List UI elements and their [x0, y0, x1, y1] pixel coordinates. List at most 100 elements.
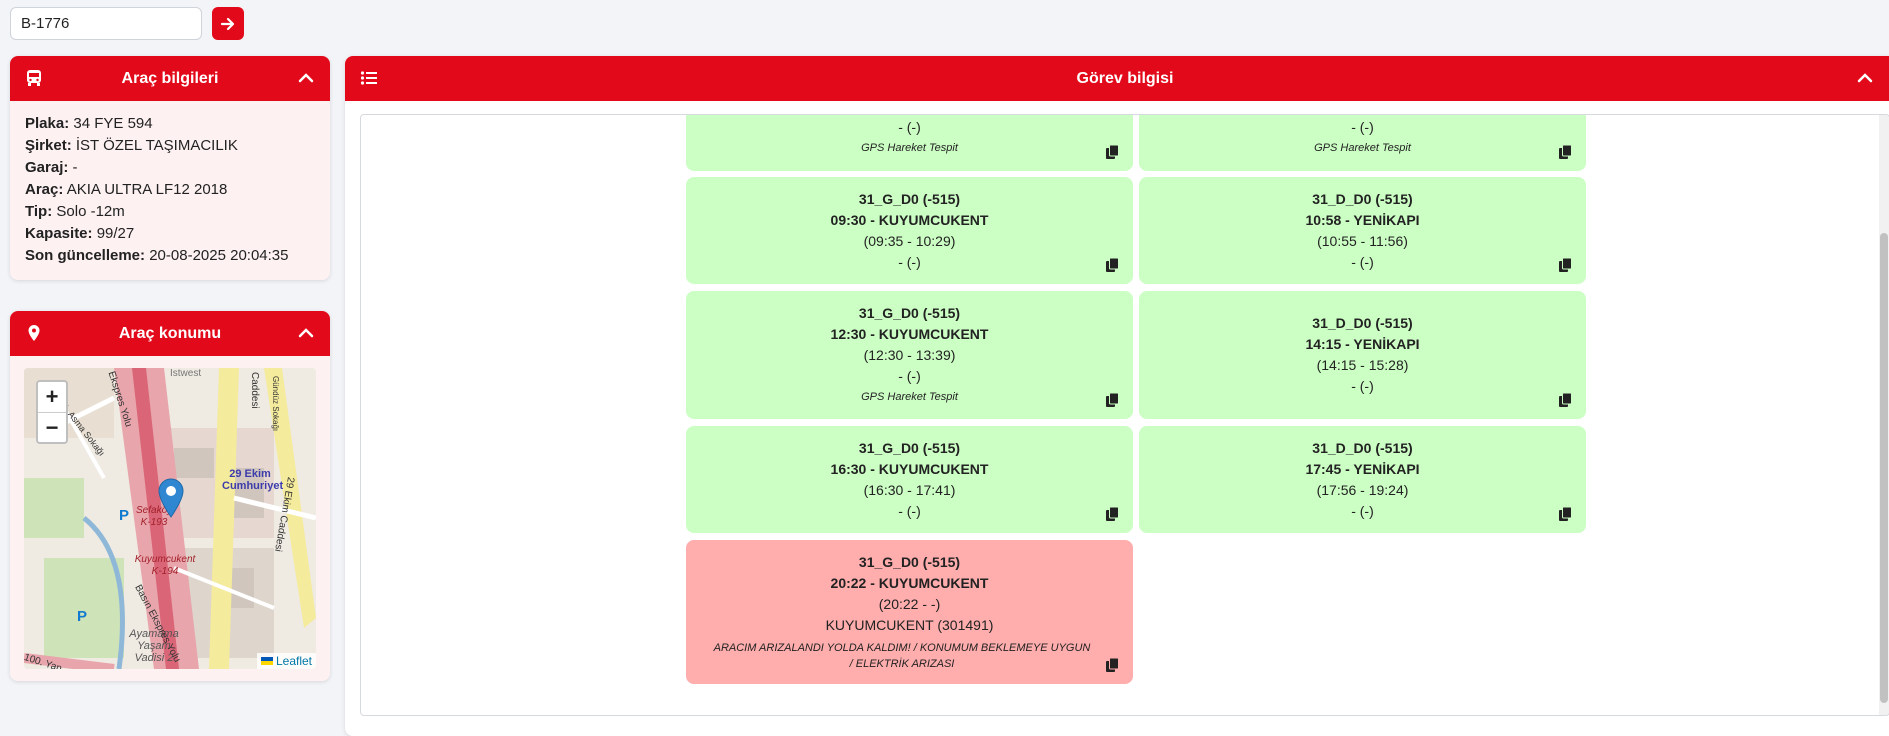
- vehicle-info-card: Araç bilgileri Plaka: 34 FYE 594 Şirket:…: [10, 56, 330, 280]
- copy-icon[interactable]: [1106, 145, 1119, 159]
- task-tile: 31_D_D0 (-515) 17:45 - YENİKAPI (17:56 -…: [1139, 426, 1586, 533]
- task-tile: - (-) GPS Hareket Tespit: [1139, 115, 1586, 171]
- task-detail: - (-): [1351, 254, 1374, 270]
- task-detail: - (-): [1351, 378, 1374, 394]
- task-note: ARACIM ARIZALANDI YOLDA KALDIM! / KONUMU…: [713, 642, 1091, 670]
- bus-icon: [27, 70, 41, 86]
- task-time: (14:15 - 15:28): [1316, 357, 1409, 373]
- task-tile: 31_G_D0 (-515) 16:30 - KUYUMCUKENT (16:3…: [686, 426, 1133, 533]
- task-detail: - (-): [1351, 119, 1374, 135]
- map-pin-icon: [28, 325, 40, 341]
- copy-icon[interactable]: [1559, 258, 1572, 272]
- field-type: Tip: Solo -12m: [25, 203, 125, 220]
- task-detail: KUYUMCUKENT (301491): [825, 617, 994, 633]
- search-submit-button[interactable]: [212, 7, 244, 40]
- vehicle-location-body: 29 Ekim Cumhuriyet Sefaköy K-193 Kuyumcu…: [10, 356, 330, 681]
- task-detail: - (-): [898, 503, 921, 519]
- vehicle-location-title: Araç konumu: [118, 324, 222, 342]
- list-icon: [360, 71, 377, 85]
- task-note: GPS Hareket Tespit: [861, 142, 958, 154]
- task-note: GPS Hareket Tespit: [1314, 142, 1411, 154]
- map-label-road7: İstwest: [170, 368, 202, 379]
- map-attribution: Leaflet: [256, 653, 316, 669]
- task-detail: - (-): [898, 368, 921, 384]
- map-label-stop1: Sefaköy K-193: [136, 505, 173, 528]
- map-label-place1: 29 Ekim Cumhuriyet: [222, 468, 284, 492]
- field-capacity: Kapasite: 99/27: [25, 225, 135, 242]
- parking-label: P: [119, 507, 130, 524]
- task-route: 31_G_D0 (-515): [858, 554, 961, 570]
- copy-icon[interactable]: [1106, 507, 1119, 521]
- field-plate: Plaka: 34 FYE 594: [25, 115, 153, 132]
- task-list[interactable]: - (-) GPS Hareket Tespit - (-) GPS Harek…: [360, 114, 1889, 716]
- copy-icon[interactable]: [1559, 145, 1572, 159]
- task-route: 31_D_D0 (-515): [1312, 315, 1413, 331]
- task-route: 31_D_D0 (-515): [1312, 440, 1413, 456]
- task-tile: 31_G_D0 (-515) 12:30 - KUYUMCUKENT (12:3…: [686, 291, 1133, 419]
- task-departure: 12:30 - KUYUMCUKENT: [830, 326, 989, 342]
- map-view[interactable]: 29 Ekim Cumhuriyet Sefaköy K-193 Kuyumcu…: [24, 368, 316, 669]
- field-company: Şirket: İST ÖZEL TAŞIMACILIK: [25, 137, 238, 154]
- field-vehicle: Araç: AKIA ULTRA LF12 2018: [25, 181, 228, 198]
- ukraine-flag-icon: [260, 657, 273, 665]
- chevron-up-icon[interactable]: [296, 323, 316, 343]
- task-note: GPS Hareket Tespit: [861, 391, 958, 403]
- task-departure: 09:30 - KUYUMCUKENT: [830, 212, 989, 228]
- scrollbar-thumb[interactable]: [1880, 233, 1888, 703]
- task-route: 31_D_D0 (-515): [1312, 191, 1413, 207]
- leaflet-link[interactable]: Leaflet: [275, 654, 312, 668]
- vehicle-location-card: Araç konumu: [10, 311, 330, 681]
- task-detail: - (-): [1351, 503, 1374, 519]
- task-info-card: Görev bilgisi - (-) GPS Hareket Tespit -…: [345, 56, 1889, 736]
- chevron-up-icon[interactable]: [1855, 68, 1875, 88]
- chevron-up-icon[interactable]: [296, 68, 316, 88]
- copy-icon[interactable]: [1559, 393, 1572, 407]
- task-tile: - (-) GPS Hareket Tespit: [686, 115, 1133, 171]
- task-time: (09:35 - 10:29): [863, 233, 956, 249]
- map-label-stop2: Kuyumcukent K-194: [134, 554, 196, 577]
- zoom-out-button[interactable]: −: [38, 412, 66, 442]
- parking-label: P: [77, 608, 88, 625]
- vehicle-location-header[interactable]: Araç konumu: [10, 311, 330, 356]
- zoom-in-button[interactable]: +: [45, 384, 59, 409]
- task-route: 31_G_D0 (-515): [858, 305, 961, 321]
- vehicle-info-header[interactable]: Araç bilgileri: [10, 56, 330, 101]
- task-time: (16:30 - 17:41): [863, 482, 956, 498]
- field-garage: Garaj: -: [25, 159, 78, 176]
- task-departure: 10:58 - YENİKAPI: [1305, 212, 1420, 228]
- task-info-header[interactable]: Görev bilgisi: [345, 56, 1889, 101]
- task-tile-alert: 31_G_D0 (-515) 20:22 - KUYUMCUKENT (20:2…: [686, 540, 1133, 684]
- task-time: (17:56 - 19:24): [1316, 482, 1409, 498]
- map-zoom-control: + −: [36, 380, 68, 444]
- task-tile: 31_D_D0 (-515) 14:15 - YENİKAPI (14:15 -…: [1139, 291, 1586, 419]
- field-last-update: Son güncelleme: 20-08-2025 20:04:35: [25, 247, 289, 264]
- copy-icon[interactable]: [1106, 393, 1119, 407]
- task-departure: 17:45 - YENİKAPI: [1305, 461, 1420, 477]
- task-tile: 31_D_D0 (-515) 10:58 - YENİKAPI (10:55 -…: [1139, 177, 1586, 284]
- vehicle-info-title: Araç bilgileri: [121, 69, 219, 87]
- task-departure: 20:22 - KUYUMCUKENT: [830, 575, 989, 591]
- map-label-place2: Ayamama Yaşam Vadisi 2: [129, 628, 179, 664]
- map-label-road6: Caddesi: [249, 372, 260, 409]
- task-time: (20:22 - -): [878, 596, 941, 612]
- vehicle-info-body: Plaka: 34 FYE 594 Şirket: İST ÖZEL TAŞIM…: [10, 101, 330, 280]
- task-departure: 16:30 - KUYUMCUKENT: [830, 461, 989, 477]
- task-route: 31_G_D0 (-515): [858, 191, 961, 207]
- copy-icon[interactable]: [1559, 507, 1572, 521]
- task-time: (10:55 - 11:56): [1317, 233, 1408, 249]
- task-detail: - (-): [898, 254, 921, 270]
- search-bar: [10, 7, 244, 40]
- task-detail: - (-): [898, 119, 921, 135]
- vehicle-marker-icon[interactable]: [158, 478, 184, 518]
- copy-icon[interactable]: [1106, 258, 1119, 272]
- map-label-road5: Gündüz Sokağı: [271, 376, 280, 432]
- task-tile: 31_G_D0 (-515) 09:30 - KUYUMCUKENT (09:3…: [686, 177, 1133, 284]
- copy-icon[interactable]: [1106, 658, 1119, 672]
- arrow-right-icon: [220, 17, 235, 30]
- task-departure: 14:15 - YENİKAPI: [1305, 336, 1420, 352]
- task-time: (12:30 - 13:39): [863, 347, 956, 363]
- task-route: 31_G_D0 (-515): [858, 440, 961, 456]
- task-info-title: Görev bilgisi: [1076, 69, 1174, 87]
- task-list-scrollbar[interactable]: [1879, 115, 1889, 715]
- vehicle-search-input[interactable]: [10, 7, 202, 40]
